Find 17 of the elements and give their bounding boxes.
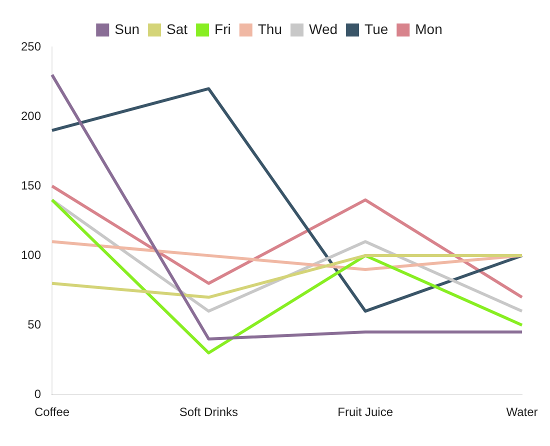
legend-label: Fri (214, 20, 231, 37)
y-tick-label: 150 (20, 178, 42, 192)
legend-label: Thu (258, 20, 282, 37)
x-tick-label: Coffee (34, 405, 70, 420)
y-tick-label: 0 (34, 386, 42, 401)
legend-label: Sun (114, 20, 140, 37)
y-tick-label: 50 (28, 317, 42, 332)
x-tick-label: Water (506, 405, 538, 420)
legend-label: Tue (364, 20, 388, 37)
legend-label: Wed (309, 20, 338, 37)
x-tick-label: Soft Drinks (179, 405, 238, 420)
y-tick-label: 250 (20, 39, 42, 54)
legend-label: Sat (166, 20, 188, 37)
y-tick-label: 200 (20, 108, 42, 123)
y-tick-label: 100 (20, 248, 42, 262)
x-tick-label: Fruit Juice (338, 405, 394, 420)
legend-label: Mon (415, 20, 442, 37)
